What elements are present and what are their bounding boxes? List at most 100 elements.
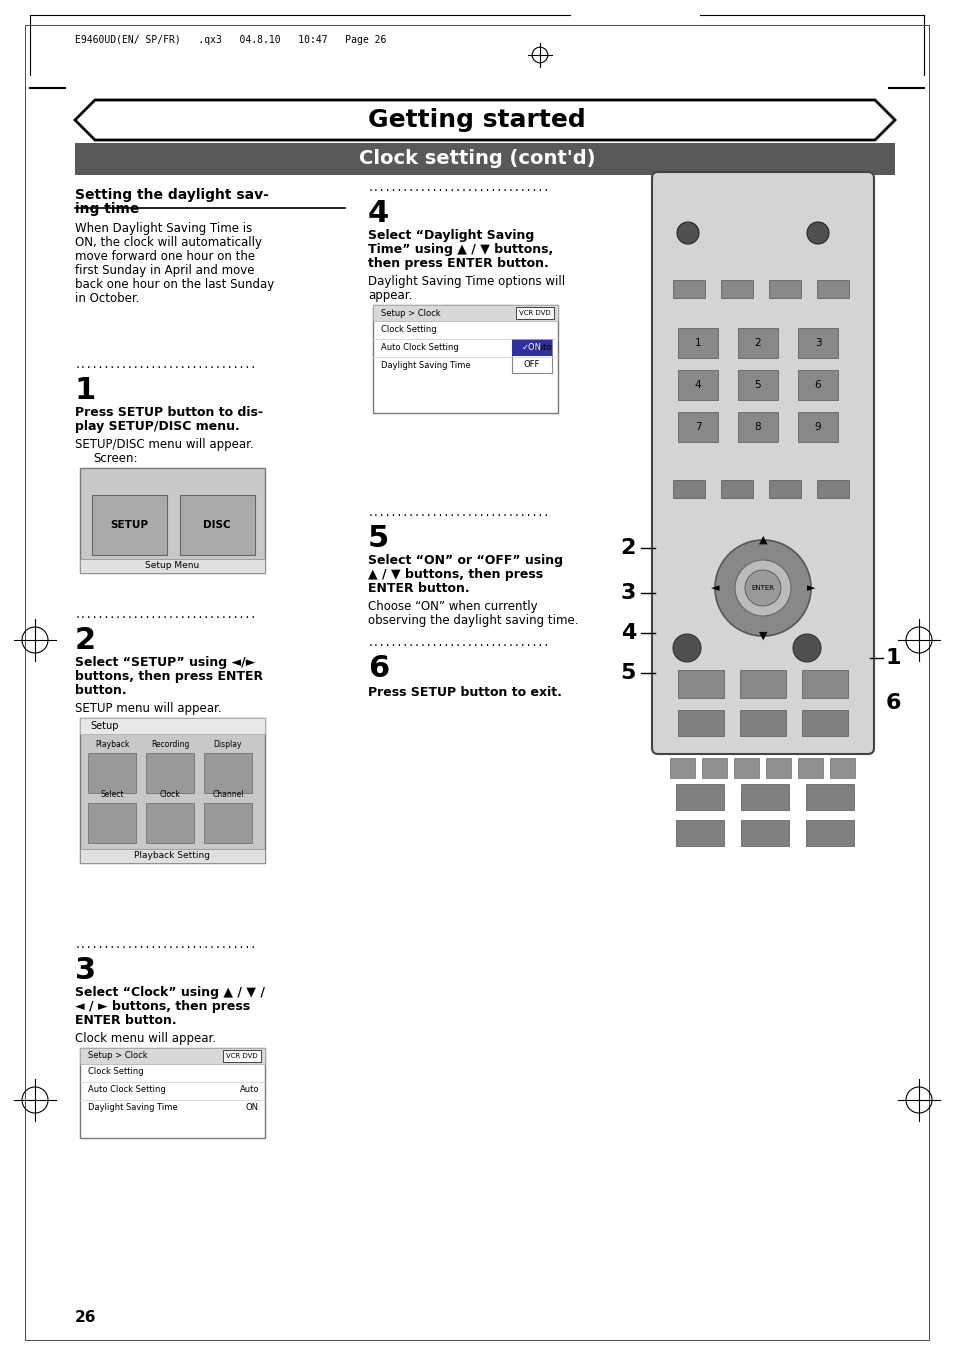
Text: play SETUP/DISC menu.: play SETUP/DISC menu. [75,420,239,434]
Circle shape [792,634,821,662]
Bar [801,670,847,698]
Text: SETUP: SETUP [110,520,148,530]
Bar [740,711,785,736]
Bar [88,753,136,793]
Text: VCR DVD: VCR DVD [518,309,550,316]
Bar [80,1048,265,1138]
Text: VCR DVD: VCR DVD [226,1052,257,1059]
Text: button.: button. [75,684,127,697]
Bar [672,280,704,299]
Text: Select “Clock” using ▲ / ▼ /: Select “Clock” using ▲ / ▼ / [75,986,265,998]
Text: 1: 1 [885,648,901,667]
Text: 4: 4 [368,199,389,228]
Bar [669,758,695,778]
Text: back one hour on the last Sunday: back one hour on the last Sunday [75,278,274,290]
Text: Setup > Clock: Setup > Clock [88,1051,148,1061]
Text: E9460UD(EN/ SP/FR)   .qx3   04.8.10   10:47   Page 26: E9460UD(EN/ SP/FR) .qx3 04.8.10 10:47 Pa… [75,35,386,45]
Bar [740,784,788,811]
Text: When Daylight Saving Time is: When Daylight Saving Time is [75,222,252,235]
Circle shape [677,222,699,245]
Text: Getting started: Getting started [368,108,585,132]
Bar [733,758,759,778]
Bar [204,802,252,843]
Bar [805,784,853,811]
Text: 6: 6 [814,380,821,390]
Text: appear.: appear. [368,289,412,303]
Circle shape [714,540,810,636]
Text: 8: 8 [754,422,760,432]
Text: 4: 4 [694,380,700,390]
Text: ✓ON: ✓ON [521,343,541,353]
Text: SETUP menu will appear.: SETUP menu will appear. [75,703,221,715]
Bar [678,370,718,400]
Bar [88,802,136,843]
Bar [223,1050,261,1062]
Bar [516,307,554,319]
Bar [797,412,837,442]
Text: Select “SETUP” using ◄/►: Select “SETUP” using ◄/► [75,657,255,669]
Bar [676,820,723,846]
Text: Clock setting (cont'd): Clock setting (cont'd) [358,150,595,169]
Circle shape [734,561,790,616]
Text: ...............................: ............................... [368,508,550,517]
Bar [768,480,801,499]
Bar [75,143,894,176]
Bar [512,339,552,357]
Text: observing the daylight saving time.: observing the daylight saving time. [368,613,578,627]
Text: 4: 4 [620,623,636,643]
Bar [146,753,193,793]
Text: 2: 2 [75,626,96,655]
Text: Playback: Playback [94,740,129,748]
Text: Clock menu will appear.: Clock menu will appear. [75,1032,216,1046]
Text: ◄: ◄ [710,584,719,593]
Text: Setting the daylight sav-: Setting the daylight sav- [75,188,269,203]
Text: Daylight Saving Time options will: Daylight Saving Time options will [368,276,564,288]
Bar [91,494,167,555]
Bar [80,1048,265,1065]
Text: buttons, then press ENTER: buttons, then press ENTER [75,670,263,684]
Bar [80,467,265,573]
Text: 5: 5 [620,663,636,684]
Bar [740,670,785,698]
Bar [701,758,726,778]
Bar [738,328,778,358]
Text: ▲ / ▼ buttons, then press: ▲ / ▼ buttons, then press [368,567,542,581]
Bar [180,494,254,555]
Text: 1: 1 [75,376,96,405]
Bar [80,717,265,863]
Text: Select “ON” or “OFF” using: Select “ON” or “OFF” using [368,554,562,567]
Text: Select “Daylight Saving: Select “Daylight Saving [368,230,534,242]
Circle shape [744,570,781,607]
Text: Time” using ▲ / ▼ buttons,: Time” using ▲ / ▼ buttons, [368,243,553,255]
FancyBboxPatch shape [651,172,873,754]
Text: Auto: Auto [532,343,552,351]
Bar [797,370,837,400]
Text: 6: 6 [368,654,389,684]
Bar [373,305,558,322]
Text: ▲: ▲ [758,535,766,544]
Bar [80,559,265,573]
Circle shape [672,634,700,662]
Bar [801,711,847,736]
Text: move forward one hour on the: move forward one hour on the [75,250,254,263]
Text: ENTER button.: ENTER button. [368,582,469,594]
Text: 9: 9 [814,422,821,432]
Text: 3: 3 [75,957,96,985]
Text: Clock: Clock [159,790,180,798]
Text: ...............................: ............................... [75,611,257,620]
Text: 7: 7 [694,422,700,432]
Text: 1: 1 [694,338,700,349]
Text: 26: 26 [75,1310,96,1325]
Bar [678,670,723,698]
Text: Playback Setting: Playback Setting [134,851,211,861]
Text: 6: 6 [885,693,901,713]
Text: ON, the clock will automatically: ON, the clock will automatically [75,236,262,249]
Circle shape [806,222,828,245]
Text: ►: ► [806,584,815,593]
Bar [672,480,704,499]
Bar [80,717,265,734]
Bar [738,412,778,442]
Text: Auto: Auto [239,1085,258,1094]
Text: Channel: Channel [212,790,244,798]
Text: 5: 5 [754,380,760,390]
